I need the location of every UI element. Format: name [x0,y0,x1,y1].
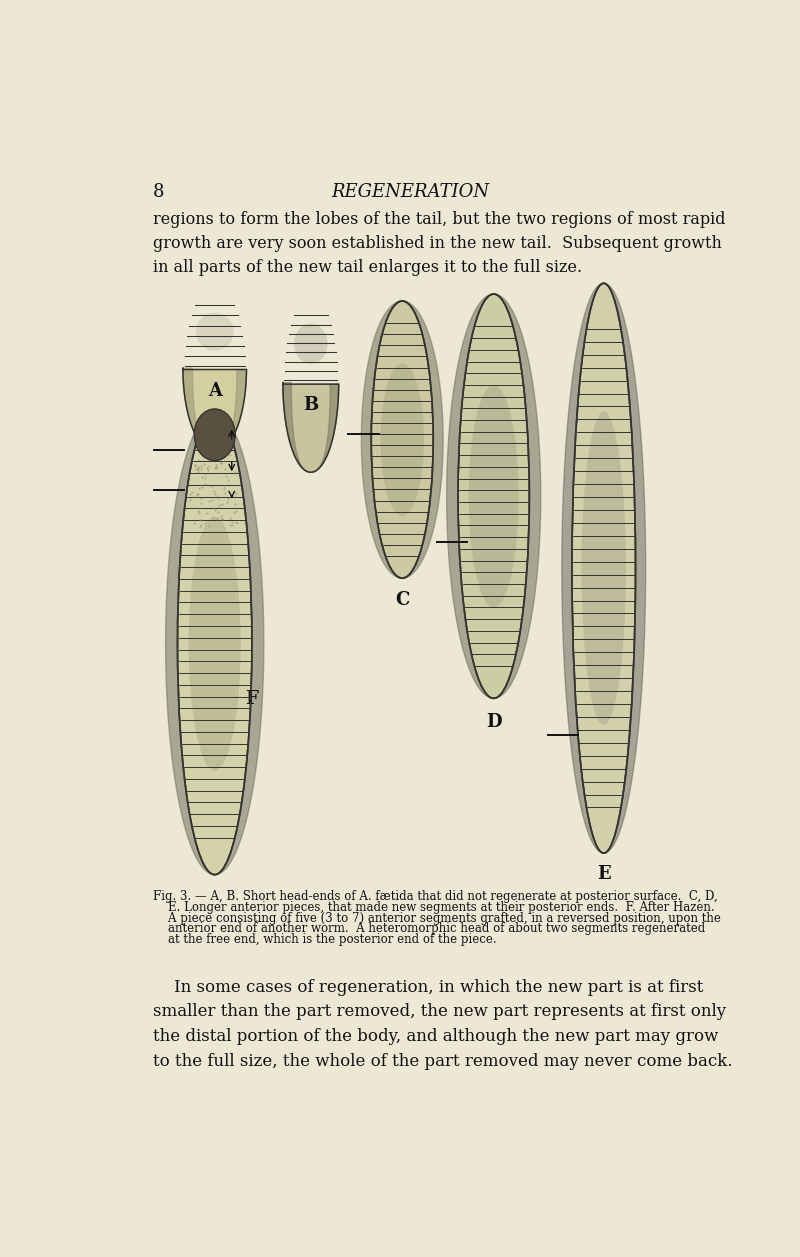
Polygon shape [494,294,541,699]
Polygon shape [604,283,646,854]
Ellipse shape [294,323,327,365]
Polygon shape [402,300,443,578]
Polygon shape [283,382,338,473]
Text: A: A [208,382,222,400]
Polygon shape [183,368,214,451]
Polygon shape [183,368,246,451]
Text: D: D [486,713,502,730]
Ellipse shape [469,385,518,607]
Text: B: B [303,396,318,414]
Polygon shape [562,283,604,854]
Text: anterior end of another worm.  A heteromorphic head of about two segments regene: anterior end of another worm. A heteromo… [153,923,705,935]
Ellipse shape [458,294,530,699]
Polygon shape [283,382,310,473]
Text: E: E [597,865,610,884]
Text: regions to form the lobes of the tail, but the two regions of most rapid
growth : regions to form the lobes of the tail, b… [153,211,726,277]
Ellipse shape [381,363,424,515]
Polygon shape [166,412,214,875]
Text: A piece consisting of five (3 to 7) anterior segments grafted, in a reversed pos: A piece consisting of five (3 to 7) ante… [153,911,721,925]
Polygon shape [446,294,494,699]
Ellipse shape [371,300,434,578]
Ellipse shape [194,409,235,460]
Text: In some cases of regeneration, in which the new part is at first
smaller than th: In some cases of regeneration, in which … [153,979,732,1070]
Text: C: C [395,591,410,610]
Ellipse shape [582,411,626,725]
Ellipse shape [572,283,635,854]
Text: at the free end, which is the posterior end of the piece.: at the free end, which is the posterior … [153,933,496,947]
Polygon shape [310,385,338,473]
Polygon shape [214,412,264,875]
Text: Fig. 3. — A, B. Short head-ends of A. fætida that did not regenerate at posterio: Fig. 3. — A, B. Short head-ends of A. fæ… [153,890,718,903]
Ellipse shape [189,517,241,771]
Text: 8: 8 [153,184,164,201]
Text: REGENERATION: REGENERATION [331,184,489,201]
Text: F: F [245,690,258,708]
Ellipse shape [178,412,252,875]
Ellipse shape [196,313,234,351]
Polygon shape [214,370,246,451]
Text: E. Longer anterior pieces, that made new segments at their posterior ends.  F. A: E. Longer anterior pieces, that made new… [153,901,714,914]
Polygon shape [362,300,402,578]
